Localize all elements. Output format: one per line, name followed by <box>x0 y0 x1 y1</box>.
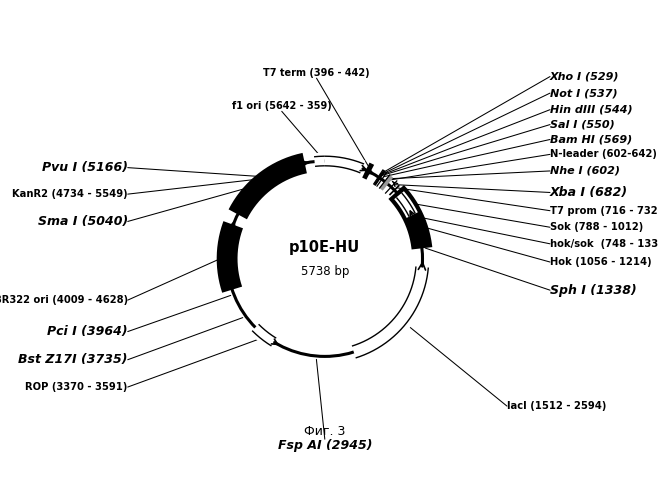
Text: 5738 bp: 5738 bp <box>301 266 349 278</box>
Text: Sok (788 - 1012): Sok (788 - 1012) <box>550 222 644 232</box>
Text: ROP (3370 - 3591): ROP (3370 - 3591) <box>26 382 128 392</box>
Text: KanR2 (4734 - 5549): KanR2 (4734 - 5549) <box>12 189 128 199</box>
Text: p10E-HU: p10E-HU <box>289 240 361 254</box>
Text: Sph I (1338): Sph I (1338) <box>550 284 637 296</box>
Text: Pci I (3964): Pci I (3964) <box>47 325 128 338</box>
Text: Pvu I (5166): Pvu I (5166) <box>41 161 128 174</box>
Text: N-leader (602-642): N-leader (602-642) <box>550 150 657 160</box>
Text: T7 prom (716 - 732): T7 prom (716 - 732) <box>550 206 658 216</box>
Text: Sal I (550): Sal I (550) <box>550 120 615 130</box>
Text: Fsp AI (2945): Fsp AI (2945) <box>278 439 372 452</box>
Text: Hin dIII (544): Hin dIII (544) <box>550 104 632 115</box>
Text: T7 term (396 - 442): T7 term (396 - 442) <box>263 68 370 78</box>
Text: lacI (1512 - 2594): lacI (1512 - 2594) <box>507 401 606 411</box>
Text: Bst Z17I (3735): Bst Z17I (3735) <box>18 353 128 366</box>
Text: Hok (1056 - 1214): Hok (1056 - 1214) <box>550 257 651 267</box>
Text: Nhe I (602): Nhe I (602) <box>550 166 620 176</box>
Text: Xho I (529): Xho I (529) <box>550 72 620 82</box>
Text: Xba I (682): Xba I (682) <box>550 186 628 199</box>
Text: Фиг. 3: Фиг. 3 <box>304 426 345 438</box>
Text: hok/sok  (748 - 1337): hok/sok (748 - 1337) <box>550 239 658 249</box>
Text: pBR322 ori (4009 - 4628): pBR322 ori (4009 - 4628) <box>0 295 128 305</box>
Text: f1 ori (5642 - 359): f1 ori (5642 - 359) <box>232 102 332 112</box>
Text: Bam HI (569): Bam HI (569) <box>550 134 632 144</box>
Text: Not I (537): Not I (537) <box>550 88 618 98</box>
Text: Sma I (5040): Sma I (5040) <box>38 215 128 228</box>
